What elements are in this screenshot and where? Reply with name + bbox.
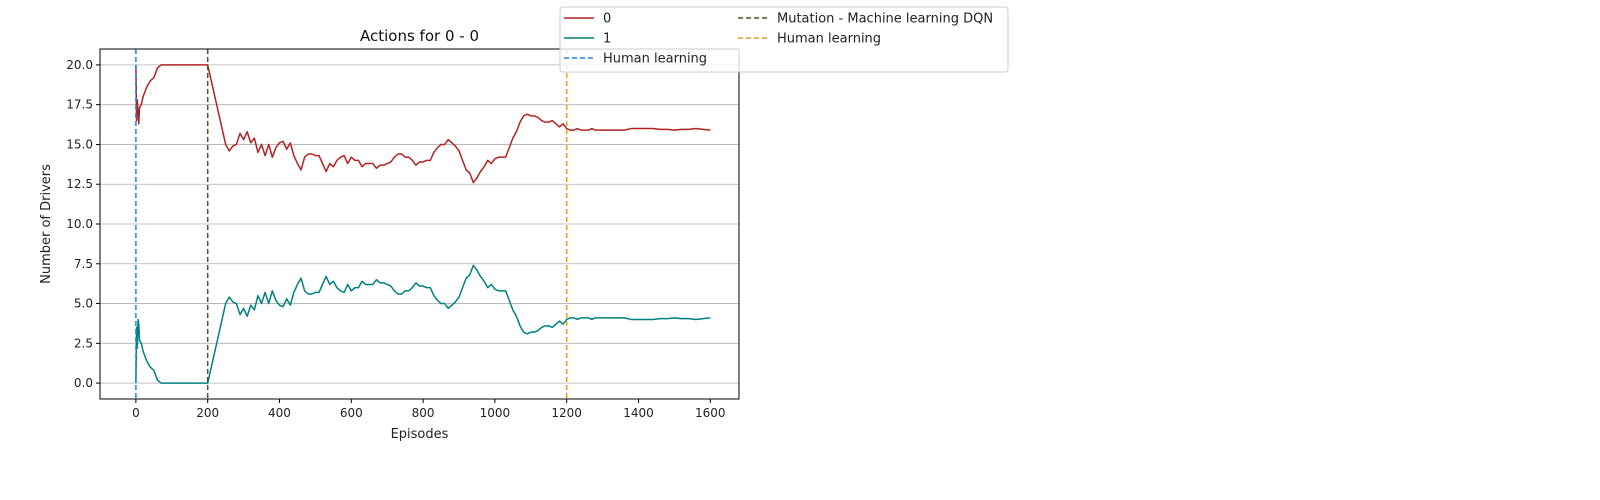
legend-label: 0 xyxy=(603,12,611,27)
grid-lines xyxy=(100,64,739,384)
y-tick-label: 10.0 xyxy=(66,217,93,231)
y-tick-label: 20.0 xyxy=(66,58,93,72)
x-tick-label: 1400 xyxy=(623,406,654,420)
y-tick-label: 7.5 xyxy=(74,257,93,271)
y-tick-label: 17.5 xyxy=(66,98,93,112)
y-tick-label: 12.5 xyxy=(66,177,93,191)
y-axis-label: Number of Drivers xyxy=(39,164,54,284)
y-axis-ticks: 0.0 2.5 5.0 7.5 10.0 12.5 15.0 17.5 20.0 xyxy=(66,58,100,390)
legend: 0 1 Human learning Mutation - Machine learn… xyxy=(559,6,1009,73)
series-line-1 xyxy=(135,264,711,384)
y-tick-label: 15.0 xyxy=(66,137,93,151)
y-tick-label: 0.0 xyxy=(74,376,93,390)
legend-label: Mutation - Machine learning DQN xyxy=(777,12,993,27)
x-tick-label: 1600 xyxy=(695,406,726,420)
x-tick-label: 200 xyxy=(196,406,219,420)
x-axis-ticks: 0 200 400 600 800 1000 1200 1400 1600 xyxy=(132,399,726,420)
vertical-marker-lines xyxy=(135,49,568,399)
legend-label: Human learning xyxy=(603,52,707,67)
legend-label: 1 xyxy=(603,32,611,47)
chart-title: Actions for 0 - 0 xyxy=(360,27,479,45)
x-axis-label: Episodes xyxy=(391,427,449,442)
x-tick-label: 0 xyxy=(132,406,140,420)
y-tick-label: 2.5 xyxy=(74,336,93,350)
x-tick-label: 1000 xyxy=(480,406,511,420)
y-tick-label: 5.0 xyxy=(74,297,93,311)
series-line-0 xyxy=(135,64,711,184)
series-lines xyxy=(135,64,711,384)
x-tick-label: 400 xyxy=(268,406,291,420)
x-tick-label: 1200 xyxy=(551,406,582,420)
legend-frame xyxy=(559,6,1009,73)
legend-label: Human learning xyxy=(777,32,881,47)
x-tick-label: 800 xyxy=(412,406,435,420)
x-tick-label: 600 xyxy=(340,406,363,420)
